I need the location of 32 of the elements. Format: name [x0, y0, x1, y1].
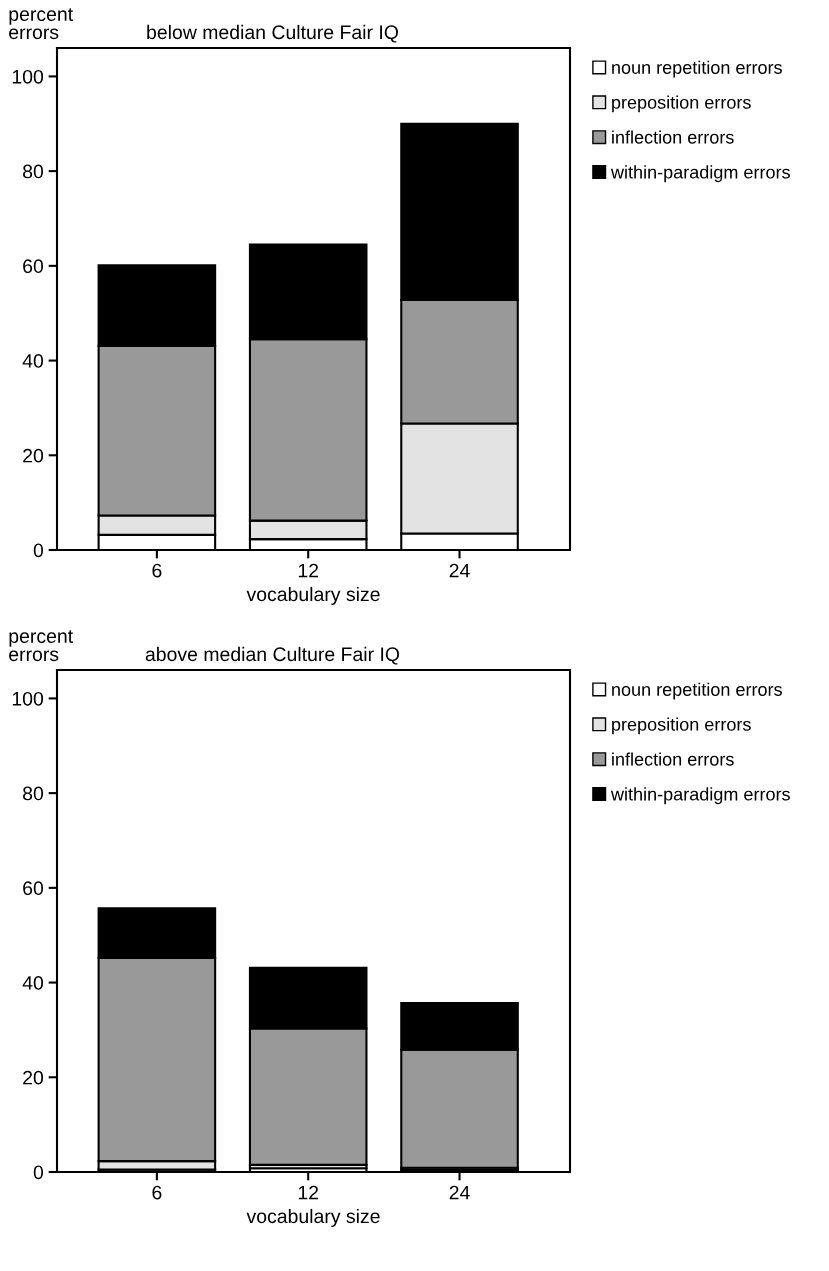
- chart-title: above median Culture Fair IQ: [145, 646, 400, 665]
- y-tick-label: 40: [22, 354, 44, 368]
- y-tick-label: 80: [23, 786, 44, 801]
- legend-label: preposition errors: [612, 95, 751, 113]
- legend-label: within-paradigm errors: [610, 165, 790, 183]
- y-tick-label: 0: [33, 1165, 44, 1180]
- y-axis-title: percent errors: [9, 630, 73, 662]
- x-tick-label: 6: [152, 563, 162, 578]
- legend-label: noun repetition errors: [612, 60, 782, 78]
- x-tick-label: 6: [152, 1185, 162, 1200]
- y-tick-label: 20: [23, 448, 44, 463]
- x-tick-label: 24: [449, 1185, 470, 1200]
- y-tick-label: 80: [23, 164, 44, 179]
- x-tick-label: 12: [298, 563, 319, 578]
- legend-label: preposition errors: [612, 717, 751, 735]
- legend-label: inflection errors: [612, 130, 734, 144]
- y-tick-label: 0: [33, 543, 44, 558]
- y-tick-label: 100: [12, 69, 44, 84]
- legend-label: noun repetition errors: [612, 682, 782, 700]
- x-axis-title: vocabulary size: [246, 586, 380, 605]
- x-tick-label: 12: [298, 1185, 319, 1200]
- y-tick-label: 20: [23, 1070, 44, 1085]
- legend-label: within-paradigm errors: [610, 787, 790, 805]
- y-tick-label: 60: [23, 881, 44, 896]
- x-axis-title: vocabulary size: [246, 1208, 380, 1227]
- x-tick-label: 24: [449, 563, 470, 578]
- y-axis-title: percent errors: [9, 8, 73, 40]
- y-tick-label: 100: [12, 691, 44, 706]
- legend-label: inflection errors: [612, 752, 734, 766]
- chart-title: below median Culture Fair IQ: [147, 24, 398, 43]
- y-tick-label: 60: [23, 259, 44, 274]
- y-tick-label: 40: [22, 976, 44, 990]
